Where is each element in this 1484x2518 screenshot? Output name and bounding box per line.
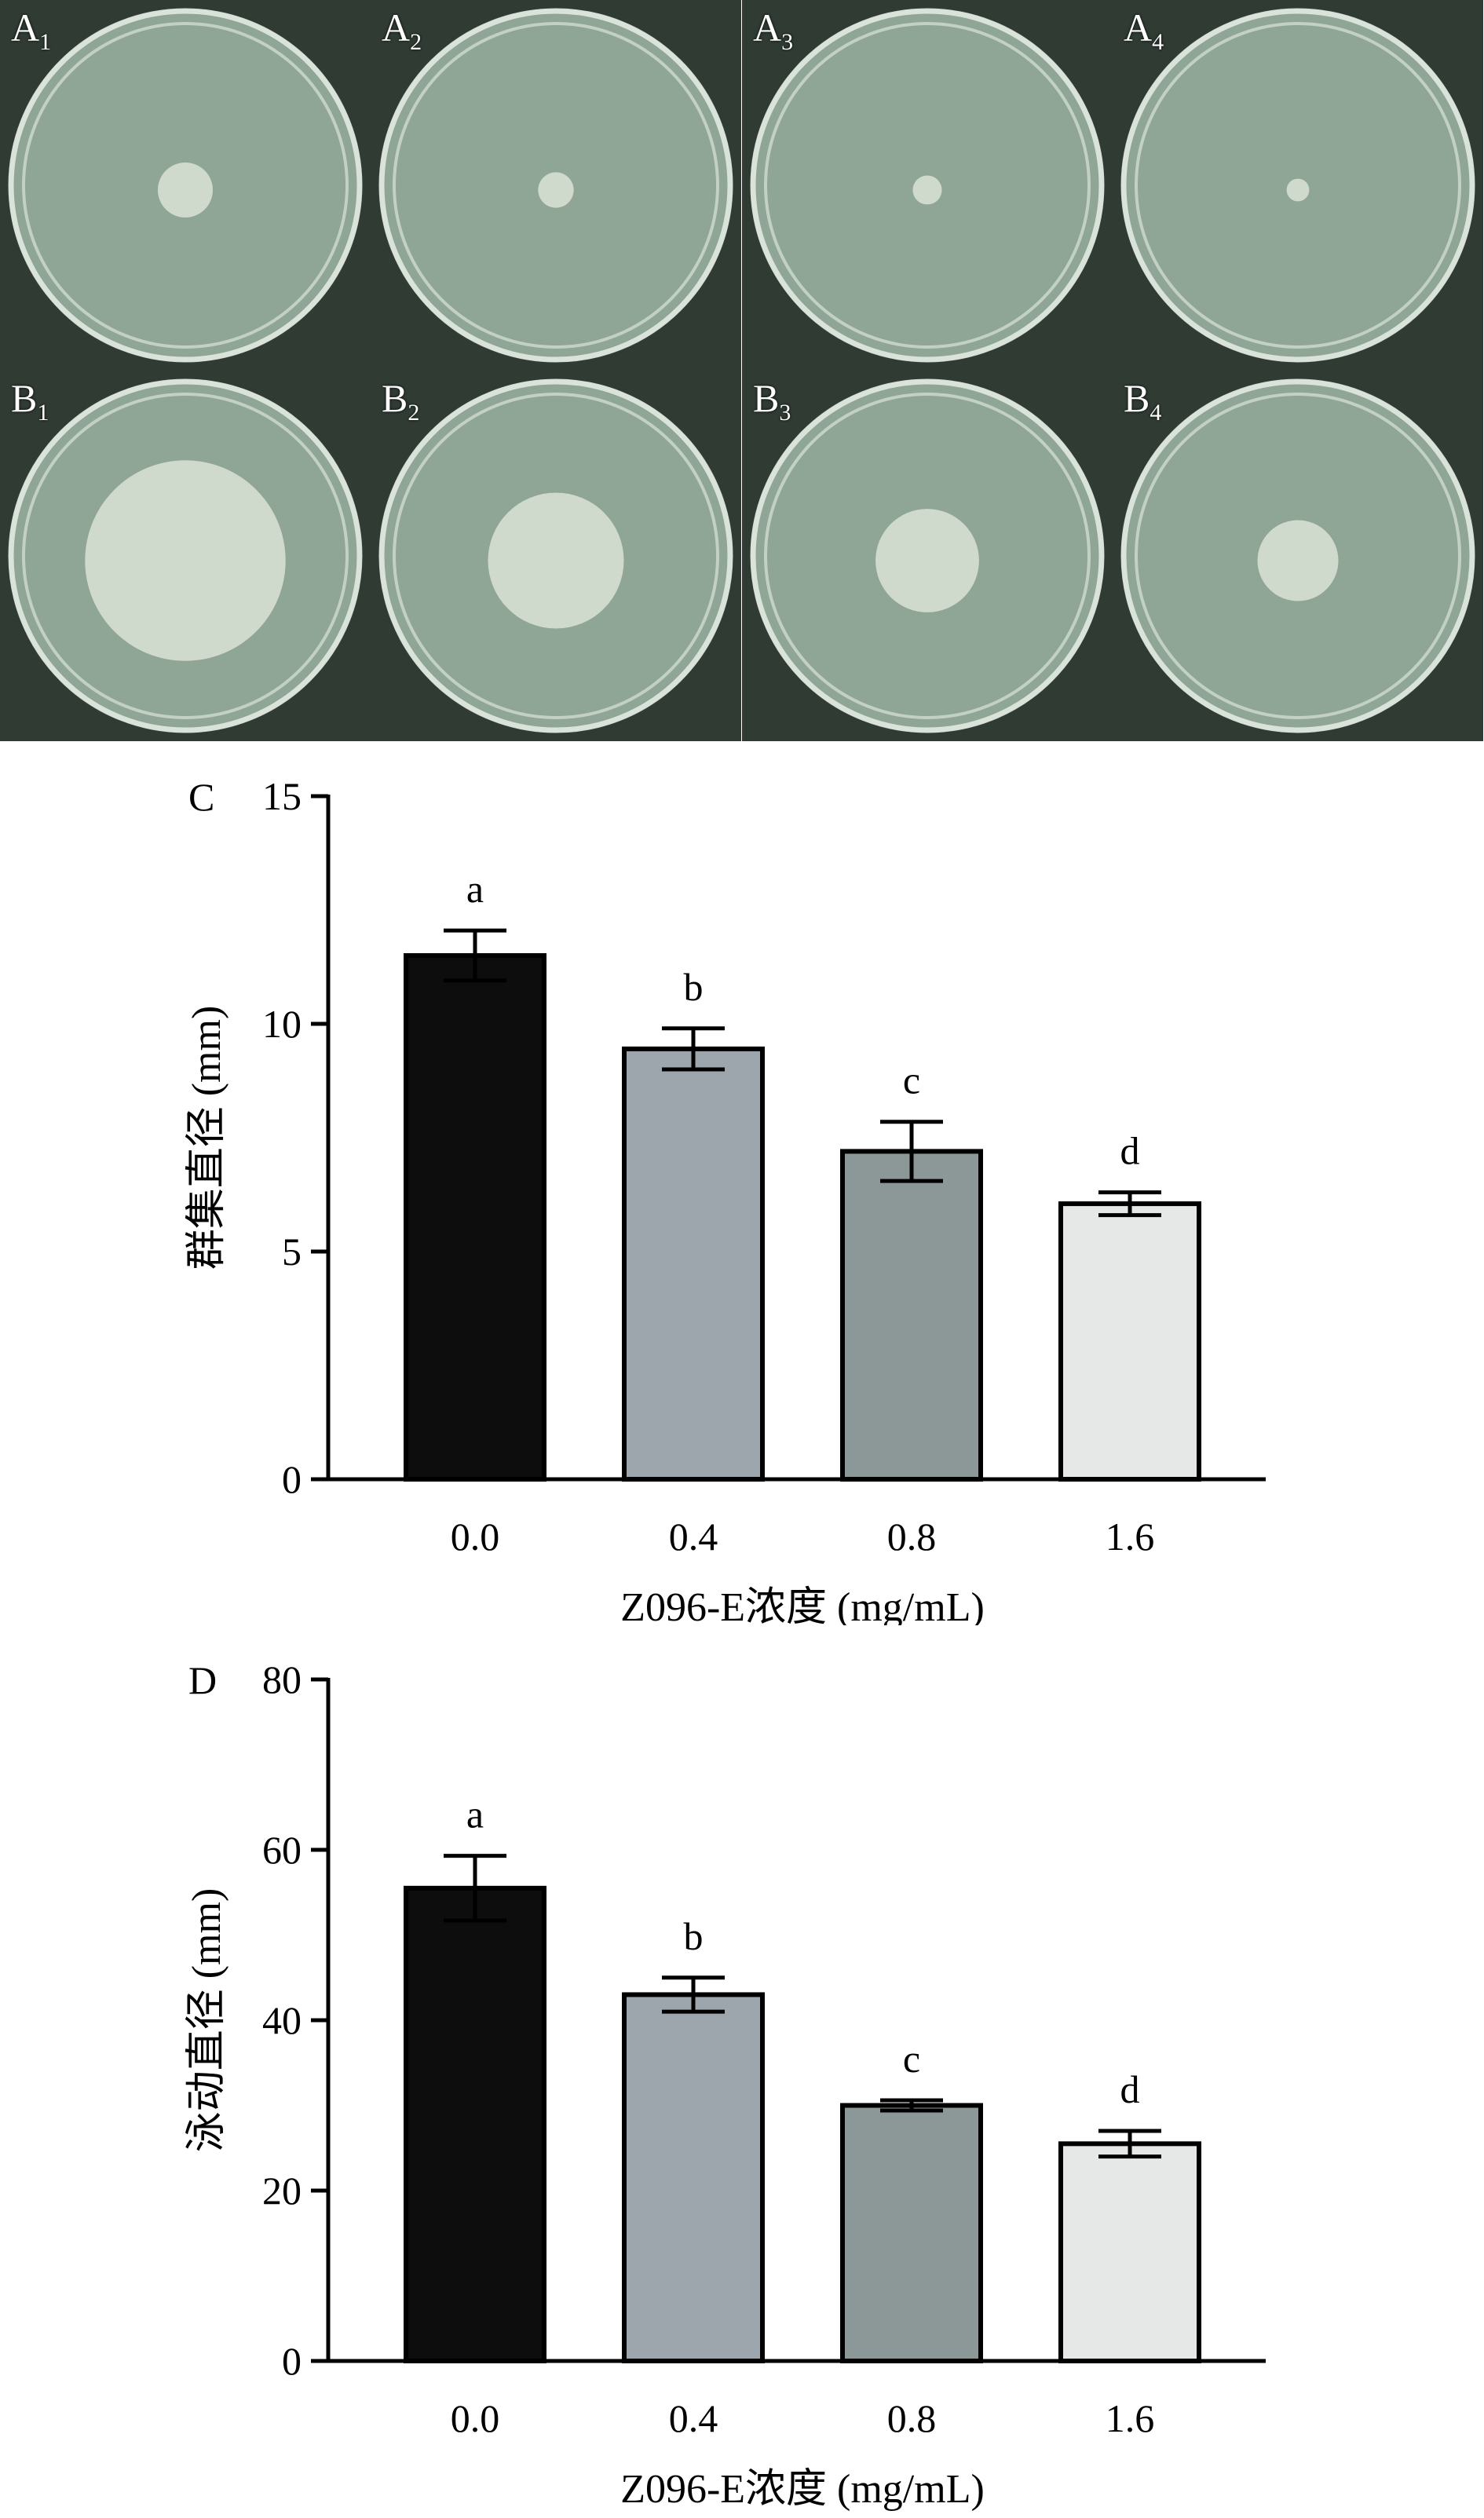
y-axis-title: 群集直径 (mm)	[185, 1006, 229, 1270]
dish-rim	[8, 8, 363, 363]
y-tick-label: 10	[262, 1002, 302, 1046]
dish-rim	[750, 8, 1105, 363]
x-tick-label: 1.6	[1106, 1515, 1155, 1559]
dish-inner-rim	[764, 22, 1091, 349]
panel-label: B2	[382, 376, 420, 426]
bacterial-colony	[1286, 178, 1310, 202]
y-tick-label: 0	[282, 1457, 302, 1501]
y-tick-label: 20	[262, 2169, 302, 2213]
x-tick-label: 1.6	[1106, 2396, 1155, 2440]
x-tick-label: 0.0	[451, 2396, 500, 2440]
panel-label: B1	[11, 376, 49, 426]
bar-0.4	[622, 1046, 765, 1482]
dish-inner-rim	[1135, 22, 1461, 349]
y-tick-label: 80	[262, 1657, 302, 1701]
photo-panel-b2: B2	[371, 371, 741, 741]
petri-dish-image	[742, 371, 1113, 741]
significance-label: d	[1120, 2067, 1140, 2111]
x-axis-title: Z096-E浓度 (mg/mL)	[620, 1585, 985, 1625]
bacterial-colony	[488, 492, 624, 629]
significance-label: b	[684, 1914, 704, 1958]
significance-label: a	[466, 867, 484, 911]
significance-label: b	[684, 965, 704, 1009]
dish-inner-rim	[22, 22, 349, 349]
panel-label: A4	[1124, 5, 1164, 55]
petri-dish-image	[0, 0, 371, 371]
chart-c-canvas: C 0 5 10 15 群集直径 (mm) a 0.0 b 0.4 c 0.8 d 1.6 Z096-E浓度…	[185, 774, 1266, 1625]
dish-rim	[1120, 378, 1475, 733]
bacterial-colony	[538, 172, 574, 208]
bar-chart-colony-diameter: C 0 5 10 15 群集直径 (mm) a 0.0 b 0.4 c 0.8 d 1.6 Z096-E浓度…	[0, 754, 1484, 1625]
bacterial-colony	[85, 460, 286, 661]
significance-label: c	[903, 2037, 920, 2081]
dish-inner-rim	[22, 393, 349, 719]
x-tick-label: 0.8	[887, 1515, 937, 1559]
bar-chart-swimming-diameter: D 0 20 40 60 80 泳动直径 (mm) a 0.0 b 0.4 c 0.8 d 1.6 Z096-…	[0, 1637, 1484, 2518]
x-axis-title: Z096-E浓度 (mg/mL)	[620, 2467, 985, 2512]
bar-0.0	[404, 953, 546, 1482]
y-tick-label: 60	[262, 1828, 302, 1872]
bacterial-colony	[912, 175, 942, 205]
petri-dish-image	[371, 371, 741, 741]
dish-rim	[1120, 8, 1475, 363]
bar-0.0	[404, 1885, 546, 2363]
bar-1.6	[1058, 1201, 1201, 1482]
dish-inner-rim	[393, 22, 719, 349]
x-tick-label: 0.4	[669, 1515, 718, 1559]
petri-dish-image	[742, 0, 1113, 371]
dish-inner-rim	[764, 393, 1091, 719]
photo-panel-a2: A2	[371, 0, 741, 371]
bar-0.4	[622, 1992, 765, 2363]
petri-dish-image	[0, 371, 371, 741]
petri-dish-image	[1113, 0, 1483, 371]
dish-rim	[378, 378, 733, 733]
dish-rim	[750, 378, 1105, 733]
x-tick-label: 0.0	[451, 1515, 500, 1559]
panel-label: A2	[382, 5, 422, 55]
bacterial-colony	[1257, 520, 1339, 601]
panel-label: A3	[753, 5, 794, 55]
petri-dish-photos: A1 A2 A3 A4 B1 B2 B3 B4	[0, 0, 1484, 742]
photo-panel-a1: A1	[0, 0, 371, 371]
y-axis-title: 泳动直径 (mm)	[185, 1888, 229, 2153]
photo-panel-a4: A4	[1113, 0, 1483, 371]
bar-1.6	[1058, 2141, 1201, 2363]
petri-dish-image	[371, 0, 741, 371]
panel-label: B3	[753, 376, 791, 426]
y-tick-label: 0	[282, 2339, 302, 2383]
bacterial-colony	[157, 162, 214, 218]
bacterial-colony	[875, 509, 979, 612]
significance-label: d	[1120, 1129, 1140, 1173]
x-tick-label: 0.8	[887, 2396, 937, 2440]
petri-dish-image	[1113, 371, 1483, 741]
panel-label: A1	[11, 5, 52, 55]
chart-d-canvas: D 0 20 40 60 80 泳动直径 (mm) a 0.0 b 0.4 c 0.8 d 1.6 Z096-…	[185, 1657, 1266, 2512]
photo-panel-b4: B4	[1113, 371, 1483, 741]
y-tick-label: 5	[282, 1230, 302, 1274]
dish-inner-rim	[393, 393, 719, 719]
photo-panel-b1: B1	[0, 371, 371, 741]
significance-label: a	[466, 1793, 484, 1836]
photo-panel-b3: B3	[742, 371, 1113, 741]
panel-label: C	[188, 775, 214, 819]
panel-label: B4	[1124, 376, 1162, 426]
significance-label: c	[903, 1058, 920, 1102]
y-tick-label: 15	[262, 774, 302, 818]
panel-label: D	[188, 1658, 217, 1702]
y-tick-label: 40	[262, 1998, 302, 2042]
dish-inner-rim	[1135, 393, 1461, 719]
dish-rim	[8, 378, 363, 733]
dish-rim	[378, 8, 733, 363]
bar-0.8	[840, 2103, 983, 2363]
x-tick-label: 0.4	[669, 2396, 718, 2440]
photo-panel-a3: A3	[742, 0, 1113, 371]
bar-0.8	[840, 1149, 983, 1482]
